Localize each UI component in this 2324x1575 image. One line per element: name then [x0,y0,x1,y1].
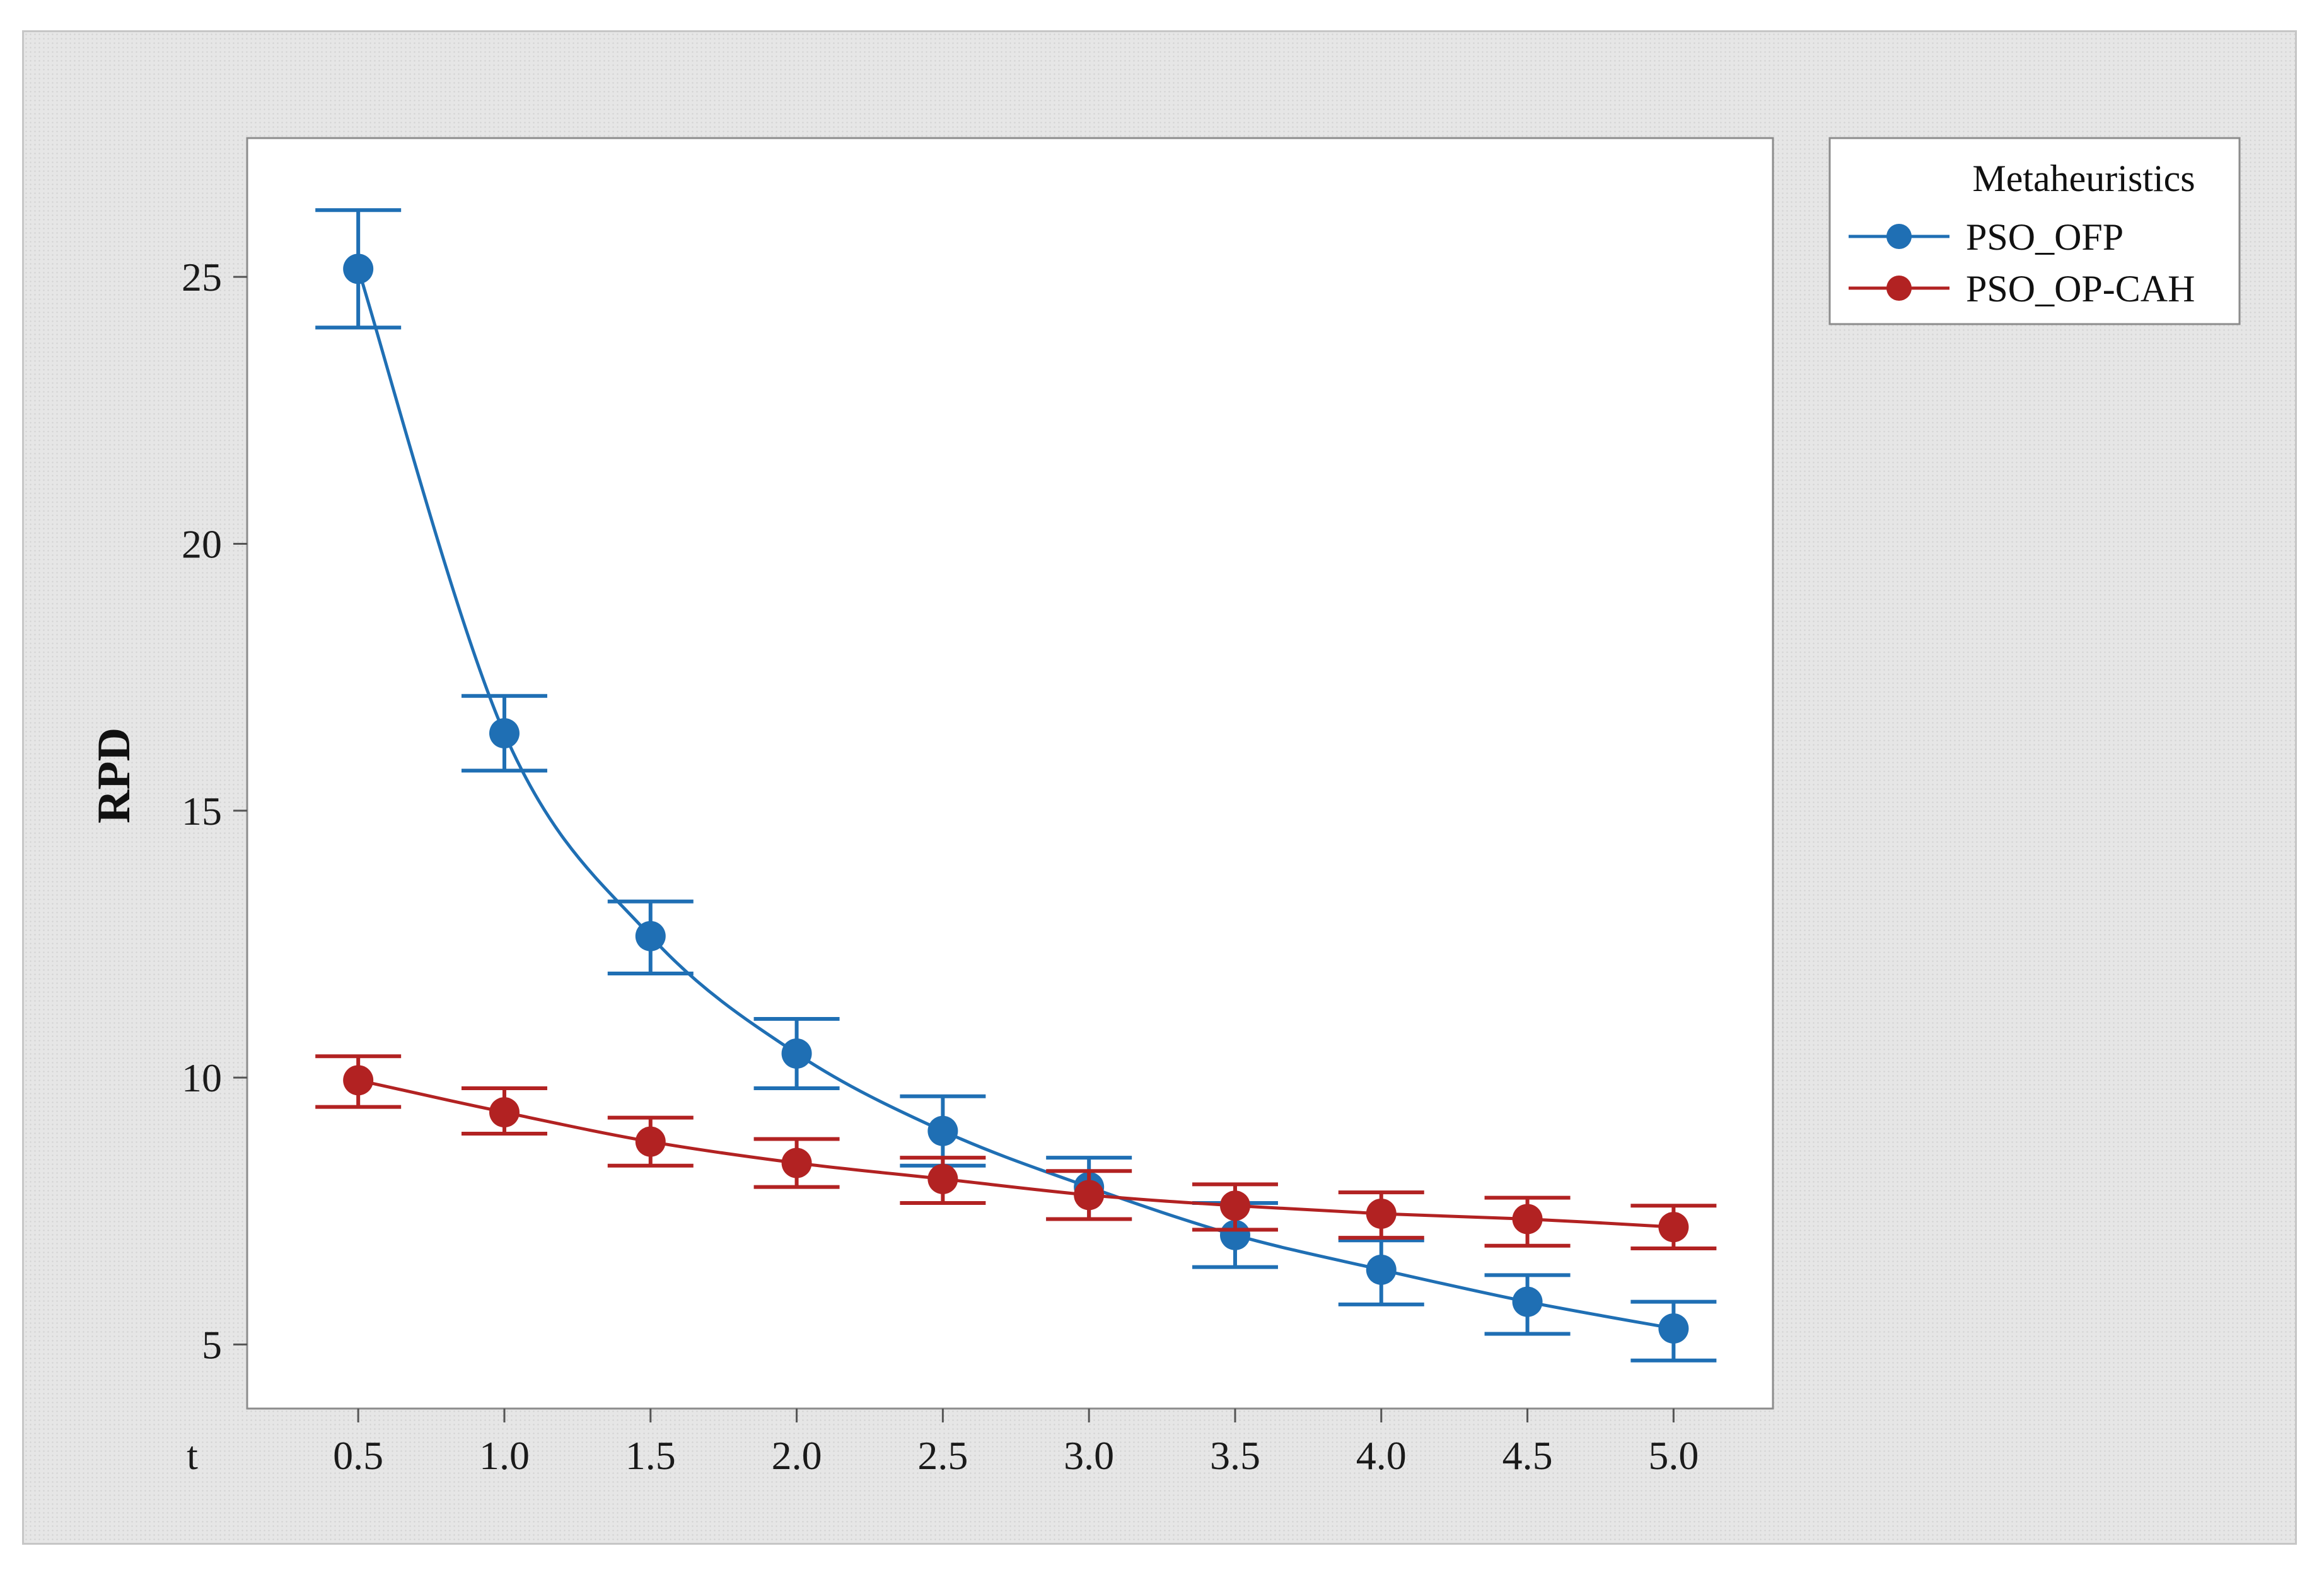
y-tick-label: 20 [182,521,222,566]
legend-entry: PSO_OP-CAH [1849,268,2195,310]
x-tick-label: 2.5 [917,1433,968,1478]
data-point [1366,1198,1397,1229]
series-PSO_OP-CAH [315,1054,1717,1251]
legend-label: PSO_OP-CAH [1966,268,2195,310]
y-tick-label: 15 [182,789,222,834]
x-tick-label: 1.5 [625,1433,676,1478]
legend-entry: PSO_OFP [1849,216,2124,258]
data-point [781,1148,812,1178]
data-point [1658,1313,1689,1344]
x-tick-label: 5.0 [1648,1433,1699,1478]
data-point [635,921,666,951]
data-point [1512,1286,1543,1317]
data-point [343,253,374,284]
x-tick-label: 3.0 [1064,1433,1114,1478]
data-point [927,1115,958,1146]
y-axis-title: RPD [88,728,140,823]
x-tick-label: 1.0 [479,1433,530,1478]
x-tick-label: 2.0 [772,1433,822,1478]
series-layer [315,208,1717,1363]
y-tick-label: 5 [202,1322,222,1367]
data-point [489,718,520,749]
data-point [781,1038,812,1069]
data-point [1074,1180,1105,1211]
data-point [1658,1212,1689,1243]
data-point [635,1126,666,1157]
x-tick-label: 4.0 [1356,1433,1407,1478]
data-point [1512,1204,1543,1235]
data-point [1219,1190,1250,1221]
legend-entries: PSO_OFP PSO_OP-CAH [1849,216,2195,310]
data-point [489,1097,520,1128]
x-tick-label: 0.5 [333,1433,383,1478]
legend-marker [1886,276,1912,301]
y-tick-label: 10 [182,1055,222,1100]
x-tick-label: 4.5 [1502,1433,1553,1478]
data-point [1219,1219,1250,1250]
plot-area [246,137,1774,1410]
x-tick-label: 3.5 [1210,1433,1260,1478]
legend-title: Metaheuristics [1972,158,2195,199]
data-point [927,1163,958,1194]
legend-marker [1886,224,1912,249]
data-point [1366,1254,1397,1285]
y-tick-label: 25 [182,255,222,299]
data-point [343,1065,374,1096]
legend: Metaheuristics PSO_OFP PSO_OP-CAH [1828,137,2241,325]
x-axis-title: t [187,1433,198,1478]
series-line [357,1078,1674,1229]
axis-layer: 5 10 15 20 25 0.5 1.0 1.5 2.0 2.5 3.0 3.5 4.0 4.5 5.0 [182,255,1699,1478]
legend-label: PSO_OFP [1966,216,2124,258]
